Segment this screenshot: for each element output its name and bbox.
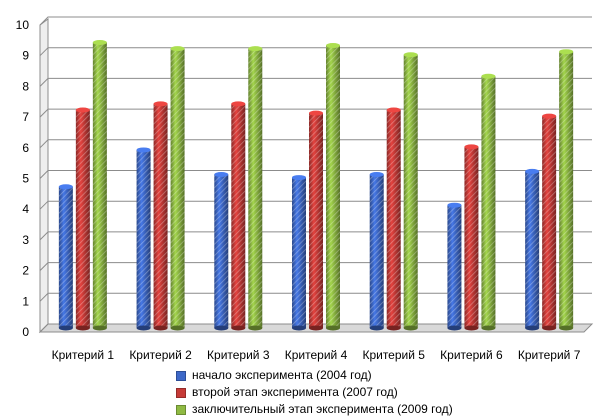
- x-category-label: Критерий 5: [362, 348, 425, 362]
- side-wall: [39, 18, 49, 334]
- bar: [58, 184, 73, 331]
- y-tick-label: 7: [22, 110, 29, 124]
- legend: начало эксперимента (2004 год) второй эт…: [176, 367, 453, 418]
- bar: [214, 172, 229, 331]
- bar: [231, 101, 246, 331]
- y-tick-label: 9: [22, 49, 29, 63]
- y-tick-label: 0: [22, 325, 29, 339]
- legend-item-series-1: начало эксперимента (2004 год): [176, 367, 453, 384]
- y-tick-label: 1: [22, 294, 29, 308]
- bar: [386, 107, 401, 331]
- y-tick-label: 5: [22, 172, 29, 186]
- y-tick-label: 8: [22, 79, 29, 93]
- bar: [136, 147, 151, 331]
- bars: [58, 39, 574, 331]
- bar: [326, 43, 340, 331]
- bar: [447, 202, 462, 331]
- bar: [75, 107, 90, 331]
- bar: [403, 52, 418, 331]
- gridline: [39, 16, 592, 26]
- x-category-label: Критерий 7: [518, 348, 581, 362]
- bar: [481, 73, 496, 331]
- y-axis-ticks: 0 1 2 3 4 5 6 7 8 9 10: [16, 18, 30, 339]
- bar: [464, 144, 479, 331]
- y-tick-label: 10: [16, 18, 30, 32]
- x-category-label: Критерий 2: [129, 348, 192, 362]
- y-tick-label: 6: [22, 141, 29, 155]
- bar: [309, 110, 323, 331]
- x-category-label: Критерий 6: [440, 348, 503, 362]
- bar: [542, 113, 557, 331]
- legend-label: начало эксперимента (2004 год): [192, 368, 372, 382]
- y-tick-label: 2: [22, 264, 29, 278]
- gridline: [39, 47, 592, 57]
- legend-swatch: [176, 404, 186, 415]
- bar: [92, 39, 107, 331]
- y-tick-label: 4: [22, 202, 29, 216]
- bar: [559, 49, 574, 331]
- bar: [170, 46, 185, 331]
- legend-swatch: [176, 370, 186, 381]
- bar: [153, 101, 168, 331]
- legend-item-series-2: второй этап эксперимента (2007 год): [176, 384, 453, 401]
- legend-label: второй этап эксперимента (2007 год): [192, 385, 398, 399]
- bar: [248, 46, 263, 331]
- x-category-label: Критерий 3: [207, 348, 270, 362]
- bar: [292, 175, 306, 331]
- gridline: [39, 77, 592, 87]
- bar: [525, 168, 540, 331]
- x-axis-categories: Критерий 1 Критерий 2 Критерий 3 Критерий 4…: [52, 348, 581, 362]
- y-tick-label: 3: [22, 233, 29, 247]
- x-category-label: Критерий 4: [285, 348, 348, 362]
- legend-swatch: [176, 387, 186, 398]
- legend-label: заключительный этап эксперимента (2009 г…: [192, 402, 453, 416]
- x-category-label: Критерий 1: [52, 348, 115, 362]
- legend-item-series-3: заключительный этап эксперимента (2009 г…: [176, 401, 453, 418]
- bar: [369, 172, 384, 331]
